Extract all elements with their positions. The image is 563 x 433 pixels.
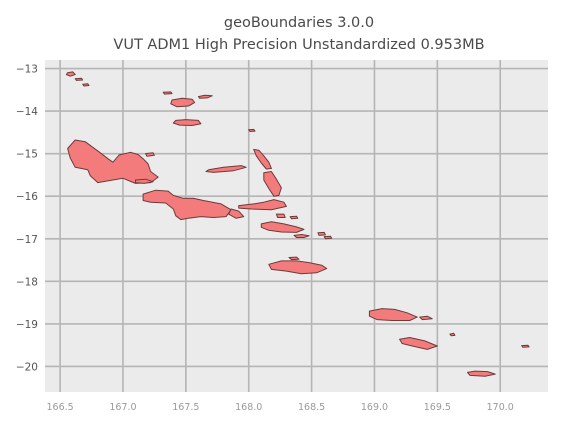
island-ambae [205,165,247,173]
island-malekula [142,189,232,221]
island-ambrym [238,199,287,211]
island-maewo-north [248,128,256,132]
island-pentecost [263,171,282,197]
map-title: geoBoundaries 3.0.0 [224,15,374,31]
island-malo [135,178,154,184]
island-efate [268,260,328,275]
y-tick-label: −19 [16,319,38,331]
island-epi [260,221,305,233]
y-axis-ticks: −13 −14 −15 −16 −17 −18 −19 −20 [16,64,38,374]
island-aneityum [467,370,496,377]
y-tick-label: −15 [16,149,38,161]
island-vanua-lava [170,97,196,108]
island-torres-north [65,71,76,77]
island-maewo [253,148,272,170]
x-tick-label: 167.5 [172,402,199,413]
y-tick-label: −13 [16,64,38,76]
x-tick-label: 166.5 [46,402,73,413]
island-shepherd-2 [317,231,326,236]
island-tanna [399,337,438,350]
x-tick-label: 168.0 [235,402,262,413]
island-mota-lava [197,94,213,99]
x-axis-ticks: 166.5 167.0 167.5 168.0 168.5 169.0 169.5 170.0 [46,402,513,413]
island-torres-2 [74,77,84,81]
island-lopevi [289,215,299,220]
island-santo-east [145,152,155,157]
x-tick-label: 168.5 [298,402,325,413]
island-erromango-east [419,315,433,321]
island-shepherd-1 [293,234,310,238]
island-futuna [521,344,530,348]
island-torres-3 [82,83,90,87]
x-tick-label: 169.5 [424,402,451,413]
x-tick-label: 167.0 [109,402,136,413]
y-tick-label: −16 [16,191,38,203]
y-tick-label: −20 [16,361,38,373]
island-aniwa [449,332,456,337]
island-espiritu-santo [67,139,159,184]
island-gaua-small [162,91,173,95]
x-tick-label: 169.0 [361,402,388,413]
y-tick-label: −17 [16,234,38,246]
plot-area [45,60,548,392]
y-tick-label: −18 [16,276,38,288]
x-tick-label: 170.0 [487,402,514,413]
island-paama [275,213,286,218]
island-malekula-east [228,208,245,219]
island-efate-north [288,256,300,261]
island-shepherd-3 [323,235,333,240]
y-tick-label: −14 [16,106,38,118]
island-gaua [172,119,202,126]
map-subtitle: VUT ADM1 High Precision Unstandardized 0… [113,37,484,53]
island-erromango [368,308,418,321]
island-layer [65,71,530,377]
